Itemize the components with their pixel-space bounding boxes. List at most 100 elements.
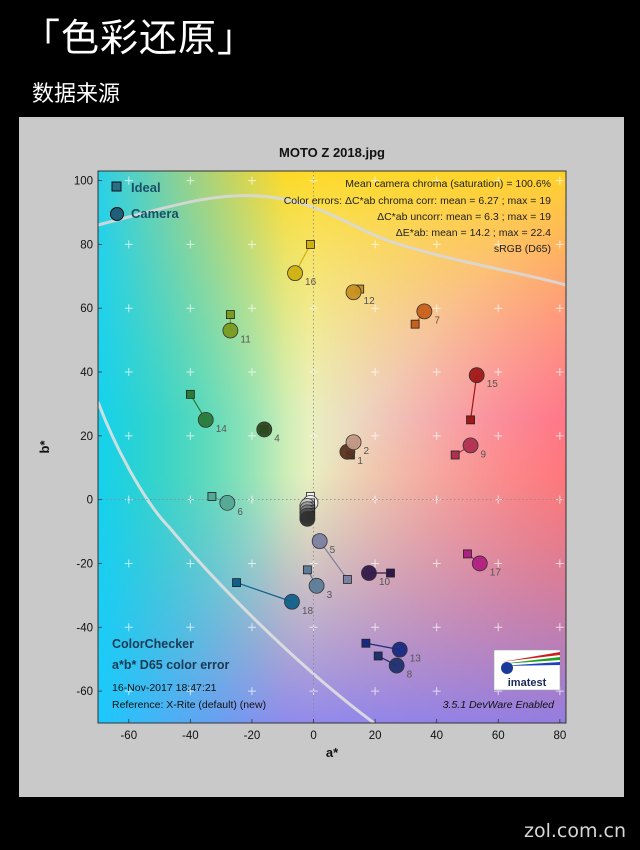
patch-label-7: 7	[434, 315, 440, 326]
ideal-marker-3	[302, 565, 312, 575]
y-tick-label: 0	[87, 495, 93, 507]
camera-marker-11	[222, 322, 239, 339]
page-title: 「色彩还原」	[22, 16, 257, 60]
x-tick-label: 20	[369, 730, 382, 742]
x-tick-label: 40	[430, 730, 443, 742]
stats-line-5: sRGB (D65)	[494, 243, 551, 255]
grid-cross	[371, 623, 380, 632]
grid-cross	[186, 304, 195, 313]
ideal-marker-14	[185, 389, 195, 399]
grid-cross	[432, 176, 441, 185]
grid-cross	[371, 176, 380, 185]
grid-cross	[432, 431, 441, 440]
ideal-marker-17	[463, 549, 472, 559]
x-tick-label: 60	[492, 730, 505, 742]
patch-label-15: 15	[487, 379, 499, 390]
camera-marker-16	[287, 265, 303, 282]
ideal-marker-6	[207, 492, 217, 501]
grid-cross	[432, 240, 441, 249]
patch-label-9: 9	[481, 449, 487, 460]
ideal-marker-5	[342, 575, 352, 584]
y-tick-label: 40	[80, 367, 93, 379]
grid-cross	[555, 240, 564, 249]
grid-cross	[124, 304, 133, 313]
grid-cross	[124, 368, 133, 377]
grid-cross	[371, 559, 380, 568]
stats-block: Mean camera chroma (saturation) = 100.6%…	[284, 178, 551, 255]
grid-cross	[555, 304, 564, 313]
ideal-marker-11	[225, 310, 235, 319]
patch-label-3: 3	[327, 590, 333, 601]
patch-label-2: 2	[364, 446, 370, 457]
grid-cross	[432, 623, 441, 632]
camera-marker-2	[345, 434, 362, 451]
stats-line-1: Mean camera chroma (saturation) = 100.6%	[345, 178, 551, 190]
stats-line-2: Color errors: ΔC*ab chroma corr: mean = …	[284, 195, 551, 207]
grid-cross	[186, 240, 195, 249]
camera-marker-18	[284, 593, 300, 610]
camera-marker-8	[388, 657, 405, 674]
grid-cross	[186, 176, 195, 185]
colorchecker-subtitle: a*b* D65 color error	[112, 658, 230, 672]
reference-text: Reference: X-Rite (default) (new)	[112, 699, 266, 711]
patch-label-11: 11	[240, 335, 251, 346]
y-tick-label: -60	[76, 686, 93, 698]
grid-cross	[247, 623, 256, 632]
gamut-boundary-top	[98, 194, 566, 287]
grid-cross	[494, 559, 503, 568]
legend: Ideal Camera	[110, 180, 179, 221]
grid-cross	[494, 431, 503, 440]
grid-cross	[371, 368, 380, 377]
x-tick-label: -20	[244, 730, 261, 742]
ideal-marker-15	[466, 415, 475, 425]
camera-marker-12	[345, 284, 362, 301]
colorchecker-title: ColorChecker	[112, 637, 194, 651]
y-tick-label: -20	[76, 558, 93, 570]
imatest-logo: imatest	[493, 649, 561, 691]
grid-cross	[124, 559, 133, 568]
patch-label-18: 18	[302, 606, 314, 617]
chart-title: MOTO Z 2018.jpg	[279, 145, 385, 160]
grid-cross	[186, 623, 195, 632]
patch-label-10: 10	[379, 577, 391, 588]
ideal-marker-7	[410, 319, 420, 329]
grid-cross	[247, 304, 256, 313]
camera-marker-7	[416, 303, 433, 320]
camera-marker-13	[391, 641, 408, 658]
grid-cross	[186, 559, 195, 568]
legend-ideal-label: Ideal	[131, 180, 161, 195]
grid-cross	[494, 368, 503, 377]
version-text: 3.5.1 DevWare Enabled	[443, 699, 555, 711]
y-tick-label: -40	[76, 622, 93, 634]
y-tick-label: 20	[80, 431, 93, 443]
grid-cross	[247, 368, 256, 377]
patch-label-4: 4	[274, 433, 280, 444]
grid-cross	[124, 431, 133, 440]
patch-label-13: 13	[410, 654, 422, 665]
watermark: zol.com.cn	[523, 820, 626, 842]
grid-cross	[371, 687, 380, 696]
y-tick-label: 60	[80, 303, 93, 315]
grid-cross	[247, 559, 256, 568]
camera-marker-10	[361, 565, 377, 581]
gamut-boundary-left	[98, 401, 375, 723]
grid-cross	[124, 176, 133, 185]
ideal-marker-16	[306, 239, 315, 249]
stats-line-4: ΔE*ab: mean = 14.2 ; max = 22.4	[396, 227, 551, 239]
camera-marker-14	[197, 411, 214, 428]
grid-cross	[186, 431, 195, 440]
grid-cross	[247, 687, 256, 696]
patch-label-5: 5	[330, 545, 336, 556]
grid-cross	[494, 304, 503, 313]
grid-cross	[494, 240, 503, 249]
camera-marker-15	[468, 367, 485, 384]
grid-cross	[555, 368, 564, 377]
patch-label-1: 1	[357, 456, 363, 467]
grid-cross	[371, 304, 380, 313]
grid-cross	[432, 368, 441, 377]
camera-marker-6	[219, 494, 236, 511]
patch-label-14: 14	[216, 424, 228, 435]
y-tick-label: 100	[74, 176, 93, 188]
grid-cross	[371, 431, 380, 440]
camera-marker-17	[471, 555, 488, 572]
